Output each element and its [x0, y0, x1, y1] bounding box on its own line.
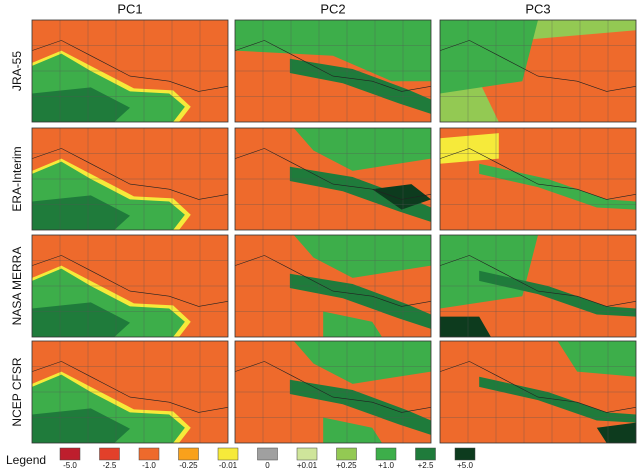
column-header: PC3 — [525, 1, 550, 16]
row-label: ERA-Interim — [10, 146, 24, 211]
legend-label: -5.0 — [63, 461, 77, 470]
legend-label: 0 — [265, 461, 270, 470]
legend-label: -0.25 — [179, 461, 198, 470]
legend-label: +1.0 — [378, 461, 394, 470]
legend-title: Legend — [6, 453, 46, 467]
legend-label: -0.01 — [219, 461, 238, 470]
legend-swatch — [416, 448, 436, 460]
map-panel — [32, 235, 228, 337]
map-panel — [32, 341, 228, 443]
legend-label: +5.0 — [457, 461, 473, 470]
legend-swatch — [455, 448, 475, 460]
map-panel — [235, 128, 431, 230]
legend-swatch — [100, 448, 120, 460]
map-panel — [235, 235, 431, 337]
legend-swatch — [376, 448, 396, 460]
column-header: PC2 — [320, 1, 345, 16]
map-panel — [32, 128, 228, 230]
legend-swatch — [218, 448, 238, 460]
legend-swatch — [297, 448, 317, 460]
legend-label: +2.5 — [418, 461, 434, 470]
map-panel — [440, 128, 636, 230]
legend-swatch — [179, 448, 199, 460]
row-label: NCEP CFSR — [10, 357, 24, 426]
row-label: JRA-55 — [10, 51, 24, 91]
map-panel — [440, 20, 636, 122]
map-panel — [32, 20, 228, 122]
legend-label: -1.0 — [142, 461, 156, 470]
legend-swatch — [139, 448, 159, 460]
legend-swatch — [258, 448, 278, 460]
legend-swatch — [337, 448, 357, 460]
column-header: PC1 — [117, 1, 142, 16]
map-panel — [235, 341, 431, 443]
map-panel — [440, 235, 636, 337]
legend-label: -2.5 — [103, 461, 117, 470]
legend-label: +0.01 — [297, 461, 318, 470]
figure: Legend PC1 PC2 PC3 JRA-55 ERA-Interim NASA ME… — [0, 0, 641, 472]
legend-swatch — [60, 448, 80, 460]
legend-label: +0.25 — [336, 461, 357, 470]
row-label: NASA MERRA — [10, 247, 24, 326]
map-panel — [440, 341, 636, 443]
map-panel — [235, 20, 431, 122]
